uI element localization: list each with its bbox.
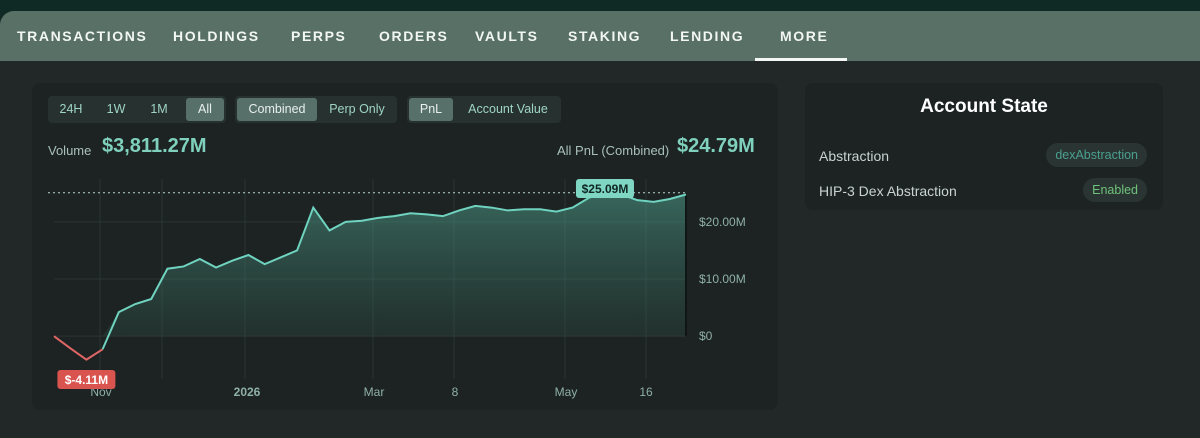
max-value-label: $25.09M: [582, 182, 629, 196]
pnl-value: $24.79M: [677, 135, 755, 157]
range-1m-button[interactable]: 1M: [150, 102, 168, 116]
min-value-label: $-4.11M: [65, 373, 108, 387]
volume-value: $3,811.27M: [102, 135, 207, 157]
hip3-abstraction-label: HIP-3 Dex Abstraction: [819, 183, 957, 199]
pnl-label: All PnL (Combined): [557, 143, 670, 158]
x-tick-label: 16: [639, 385, 653, 399]
x-tick-label: 2026: [234, 385, 261, 399]
tab-transactions[interactable]: TRANSACTIONS: [17, 28, 148, 44]
range-all-button[interactable]: All: [186, 98, 224, 121]
metric-account-value-button[interactable]: Account Value: [468, 102, 548, 116]
metric-pnl-button[interactable]: PnL: [409, 98, 453, 121]
mode-group: Combined Perp Only: [235, 96, 397, 123]
tab-perps[interactable]: PERPS: [291, 28, 347, 44]
min-value-badge: [57, 370, 116, 389]
tab-lending[interactable]: LENDING: [670, 28, 745, 44]
active-tab-indicator: [755, 58, 847, 61]
mode-perp-only-button[interactable]: Perp Only: [329, 102, 385, 116]
x-tick-label: Mar: [364, 385, 385, 399]
volume-label: Volume: [48, 143, 92, 158]
account-state-card: Account State Abstraction dexAbstraction…: [805, 83, 1163, 210]
pnl-chart-card: 24H 1W 1M All Combined Perp Only PnL Acc…: [32, 83, 778, 410]
abstraction-label: Abstraction: [819, 148, 890, 164]
x-tick-label: 8: [452, 385, 459, 399]
pnl-line-negative: [53, 335, 104, 361]
pnl-area: [54, 192, 686, 337]
account-state-title: Account State: [920, 96, 1048, 117]
tab-holdings[interactable]: HOLDINGS: [173, 28, 260, 44]
time-range-group: 24H 1W 1M All: [48, 96, 226, 123]
tab-more[interactable]: MORE: [780, 28, 829, 44]
y-tick-label: $10.00M: [699, 272, 746, 286]
metric-group: PnL Account Value: [407, 96, 561, 123]
x-tick-label: May: [555, 385, 578, 399]
hip3-abstraction-status-badge: Enabled: [1083, 178, 1147, 202]
tab-vaults[interactable]: VAULTS: [475, 28, 539, 44]
tab-staking[interactable]: STAKING: [568, 28, 642, 44]
max-value-badge: [575, 179, 634, 198]
y-tick-label: $0: [699, 329, 713, 343]
tab-orders[interactable]: ORDERS: [379, 28, 449, 44]
range-24h-button[interactable]: 24H: [59, 102, 83, 116]
abstraction-value-badge: dexAbstraction: [1046, 143, 1147, 167]
y-tick-label: $20.00M: [699, 215, 746, 229]
range-1w-button[interactable]: 1W: [106, 102, 126, 116]
app-window: TRANSACTIONS HOLDINGS PERPS ORDERS VAULT…: [0, 11, 1200, 438]
tab-bar: TRANSACTIONS HOLDINGS PERPS ORDERS VAULT…: [0, 11, 1200, 61]
mode-combined-button[interactable]: Combined: [237, 98, 317, 121]
